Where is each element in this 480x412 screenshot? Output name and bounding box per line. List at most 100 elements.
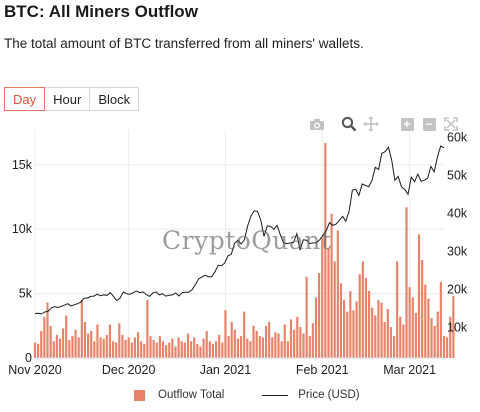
outflow-bar bbox=[152, 339, 155, 358]
outflow-bar bbox=[352, 310, 355, 358]
outflow-bar bbox=[268, 321, 271, 358]
outflow-bar bbox=[83, 321, 87, 358]
outflow-bar bbox=[174, 346, 177, 358]
autoscale-icon[interactable] bbox=[442, 115, 460, 133]
outflow-bar bbox=[349, 291, 352, 358]
outflow-bar bbox=[180, 341, 183, 358]
y-right-tick-label: 10k bbox=[447, 321, 468, 335]
outflow-bar bbox=[146, 300, 149, 358]
outflow-bar bbox=[258, 336, 261, 358]
outflow-bar bbox=[202, 338, 205, 358]
outflow-bar bbox=[302, 333, 305, 358]
outflow-bar bbox=[299, 327, 302, 358]
outflow-bar bbox=[90, 330, 93, 358]
outflow-bar bbox=[161, 341, 165, 358]
outflow-bar bbox=[140, 341, 143, 358]
outflow-bar bbox=[436, 311, 439, 358]
outflow-bar bbox=[221, 342, 224, 358]
outflow-bar bbox=[49, 325, 52, 358]
outflow-bar bbox=[46, 302, 49, 358]
outflow-bar bbox=[336, 230, 339, 358]
outflow-bar bbox=[99, 337, 102, 358]
outflow-bar bbox=[118, 323, 121, 358]
outflow-bar bbox=[421, 260, 424, 358]
outflow-bar bbox=[417, 234, 421, 358]
legend-outflow-label[interactable]: Outflow Total bbox=[158, 389, 225, 401]
legend-price-swatch[interactable] bbox=[262, 394, 289, 396]
tab-block[interactable]: Block bbox=[89, 87, 140, 111]
tab-day[interactable]: Day bbox=[4, 87, 46, 111]
outflow-bar bbox=[58, 338, 62, 358]
price-line bbox=[34, 145, 445, 315]
outflow-bar bbox=[136, 332, 140, 358]
resolution-tabs: Day Hour Block bbox=[4, 87, 140, 111]
outflow-bar bbox=[86, 333, 90, 358]
outflow-bar bbox=[380, 302, 383, 358]
camera-icon[interactable] bbox=[308, 115, 326, 133]
outflow-bar bbox=[108, 324, 112, 358]
zoom-in-icon[interactable]: + bbox=[398, 115, 416, 133]
outflow-bar bbox=[314, 297, 318, 358]
legend-price-label[interactable]: Price (USD) bbox=[298, 389, 360, 401]
outflow-bar bbox=[330, 213, 333, 358]
outflow-bar bbox=[264, 325, 268, 358]
outflow-bar bbox=[318, 272, 321, 358]
outflow-bar bbox=[130, 342, 133, 358]
outflow-bar bbox=[427, 298, 430, 358]
outflow-bar bbox=[408, 287, 411, 358]
y-right-tick-label: 30k bbox=[447, 245, 468, 259]
outflow-bar bbox=[311, 323, 314, 358]
chart-legend: Outflow Total Price (USD) bbox=[134, 389, 360, 401]
x-tick-label: Dec 2020 bbox=[102, 363, 156, 377]
outflow-bar bbox=[252, 325, 255, 358]
tab-hour[interactable]: Hour bbox=[44, 87, 91, 111]
outflow-bar bbox=[327, 248, 330, 358]
outflow-bar bbox=[33, 342, 37, 358]
outflow-bar bbox=[396, 261, 399, 358]
outflow-bar bbox=[239, 336, 243, 358]
outflow-bar bbox=[402, 324, 405, 358]
outflow-bar bbox=[233, 329, 236, 358]
outflow-bar bbox=[115, 342, 118, 358]
outflow-bar bbox=[249, 341, 252, 358]
zoom-out-icon[interactable]: − bbox=[420, 115, 438, 133]
outflow-bar bbox=[280, 341, 283, 358]
outflow-bar bbox=[439, 282, 442, 358]
outflow-bar bbox=[111, 341, 115, 358]
outflow-bar bbox=[305, 276, 308, 358]
outflow-bar bbox=[77, 337, 80, 358]
outflow-bar bbox=[211, 343, 215, 358]
outflow-bar bbox=[446, 337, 449, 358]
outflow-bar bbox=[383, 321, 386, 358]
y-right-tick-label: 40k bbox=[447, 207, 468, 221]
outflow-bar bbox=[321, 238, 324, 358]
outflow-bar bbox=[37, 343, 40, 358]
outflow-bar bbox=[324, 142, 327, 358]
pan-icon[interactable] bbox=[362, 115, 380, 133]
zoom-icon[interactable] bbox=[340, 115, 358, 133]
outflow-bar bbox=[339, 283, 343, 358]
legend-outflow-swatch[interactable] bbox=[134, 389, 145, 401]
outflow-bar bbox=[230, 321, 233, 358]
outflow-bar bbox=[424, 284, 427, 358]
chart-subtitle: The total amount of BTC transferred from… bbox=[4, 36, 364, 51]
outflow-bar bbox=[68, 339, 71, 358]
outflow-bar bbox=[333, 261, 336, 358]
outflow-bar bbox=[361, 261, 364, 358]
outflow-bar bbox=[74, 329, 77, 358]
y-left-tick-label: 15k bbox=[12, 158, 33, 172]
outflow-bar bbox=[40, 330, 43, 358]
outflow-bar bbox=[133, 337, 136, 358]
outflow-bar bbox=[430, 318, 433, 358]
outflow-bar bbox=[121, 334, 124, 358]
outflow-bar bbox=[190, 341, 193, 358]
outflow-bar bbox=[371, 307, 374, 358]
outflow-bar bbox=[399, 316, 402, 358]
outflow-bar bbox=[168, 342, 171, 358]
outflow-bar bbox=[286, 341, 289, 358]
outflow-bar bbox=[389, 327, 393, 358]
outflow-bar bbox=[199, 346, 202, 358]
y-left-tick-label: 0 bbox=[25, 351, 32, 365]
outflow-bar bbox=[414, 312, 417, 358]
outflow-bar bbox=[293, 329, 296, 358]
